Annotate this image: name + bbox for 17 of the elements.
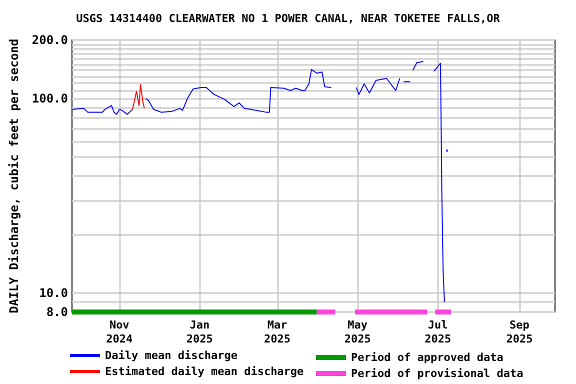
y-tick-label: 10.0 <box>39 286 68 300</box>
x-tick-label: Mar 2025 <box>264 318 291 346</box>
x-tick-label: May 2025 <box>344 318 371 346</box>
legend-label: Estimated daily mean discharge <box>105 365 304 378</box>
line-series <box>132 84 145 110</box>
x-tick-label: Sep 2025 <box>506 318 533 346</box>
legend-label: Daily mean discharge <box>105 349 238 362</box>
y-tick-label: 200.0 <box>32 33 68 47</box>
chart-title: USGS 14314400 CLEARWATER NO 1 POWER CANAL, NEAR TOKETEE FALLS,OR <box>76 12 500 25</box>
x-tick-label: Jan 2025 <box>186 318 213 346</box>
y-tick-label: 100.0 <box>32 92 68 106</box>
y-axis-title: DAILY Discharge, cubic feet per second <box>7 38 21 314</box>
x-tick-label: Jul 2025 <box>424 318 452 346</box>
legend-label: Period of approved data <box>351 351 504 364</box>
y-tick-label: 8.0 <box>46 305 68 319</box>
legend-label: Period of provisional data <box>351 367 524 380</box>
x-tick-label: Nov 2024 <box>106 318 133 346</box>
